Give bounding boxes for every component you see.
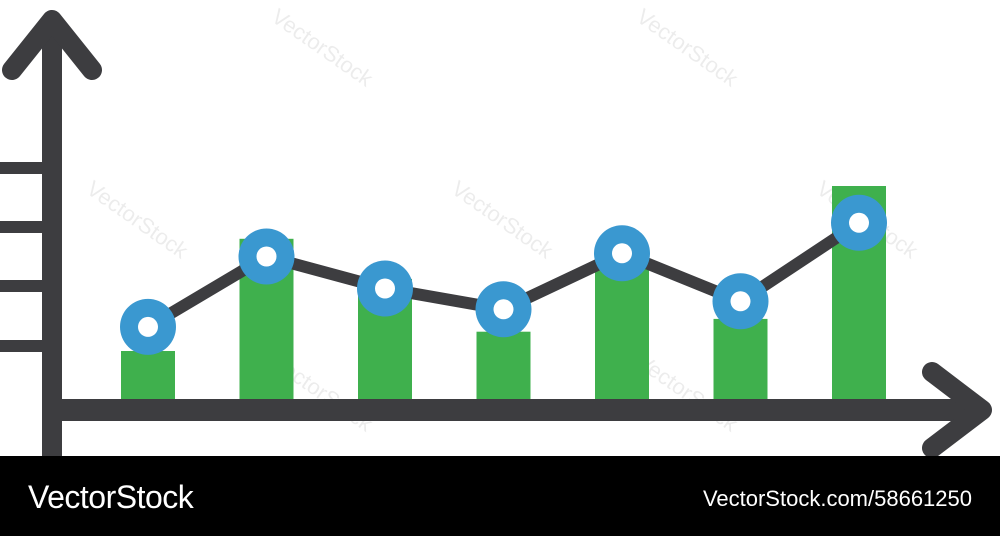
line-series (120, 194, 887, 355)
line-point-5-center (612, 243, 632, 264)
watermark-text: VectorStock (82, 176, 193, 264)
footer-brand: VectorStock (28, 479, 194, 515)
y-axis-arrow-icon (2, 10, 102, 80)
bar-1 (121, 351, 175, 399)
line-point-2-center (256, 246, 277, 267)
line-point-3-center (375, 278, 395, 299)
watermark-text: VectorStock (632, 4, 743, 92)
watermark-text: VectorStock (267, 4, 378, 92)
line-point-4-center (493, 299, 514, 320)
footer-url: VectorStock.com/58661250 (702, 486, 972, 511)
chart-area: VectorStock VectorStock VectorStock VectorS… (0, 3, 992, 456)
bar-4 (476, 331, 531, 399)
line-point-6-center (730, 291, 751, 312)
line-point-7-center (849, 212, 869, 233)
bar-6 (713, 318, 768, 399)
watermark-text: VectorStock (447, 176, 558, 264)
x-axis-arrow-icon (922, 362, 992, 456)
chart: VectorStock VectorStock VectorStock VectorS… (0, 4, 992, 456)
bar-5 (595, 266, 649, 399)
axes (0, 10, 992, 456)
line-point-1-center (138, 316, 158, 337)
footer-bar: VectorStock VectorStock.com/58661250 (0, 456, 1000, 536)
